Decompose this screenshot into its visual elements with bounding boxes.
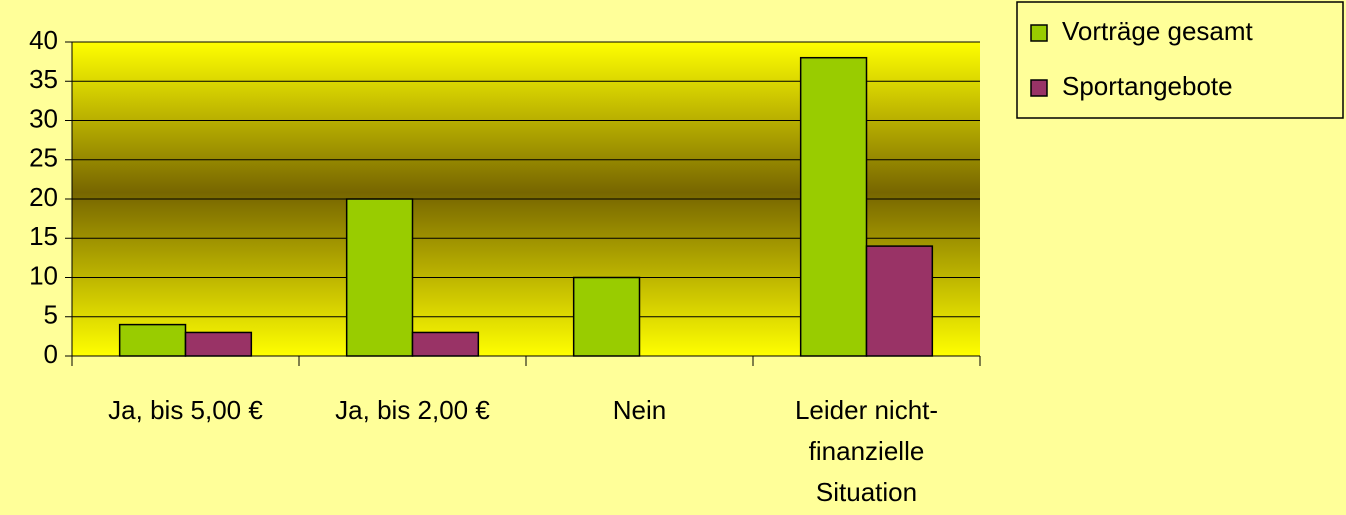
legend — [1016, 1, 1344, 119]
bar — [118, 323, 187, 357]
y-tick-label: 30 — [29, 103, 58, 133]
legend-label: Sportangebote — [1062, 71, 1233, 101]
x-tick-label: Nein — [612, 395, 667, 425]
y-tick-label: 15 — [29, 221, 58, 251]
y-tick-label: 25 — [29, 143, 58, 173]
legend-swatch — [1030, 79, 1048, 97]
y-tick-label: 20 — [29, 182, 58, 212]
x-tick-label: Leider nicht-finanzielle Situation — [794, 395, 939, 507]
x-tick-label: Ja, bis 5,00 € — [108, 395, 263, 425]
legend-label: Vorträge gesamt — [1062, 16, 1254, 46]
bar — [411, 331, 480, 357]
bar — [572, 276, 641, 357]
bar — [799, 56, 868, 357]
y-tick-label: 35 — [29, 64, 58, 94]
y-tick-label: 0 — [44, 339, 58, 369]
y-tick-label: 10 — [29, 260, 58, 290]
legend-swatch — [1030, 24, 1048, 42]
y-tick-label: 5 — [44, 300, 58, 330]
bar — [865, 245, 934, 357]
y-tick-label: 40 — [29, 25, 58, 55]
bar — [345, 198, 414, 357]
bar — [184, 331, 253, 357]
x-tick-label: Ja, bis 2,00 € — [335, 395, 490, 425]
